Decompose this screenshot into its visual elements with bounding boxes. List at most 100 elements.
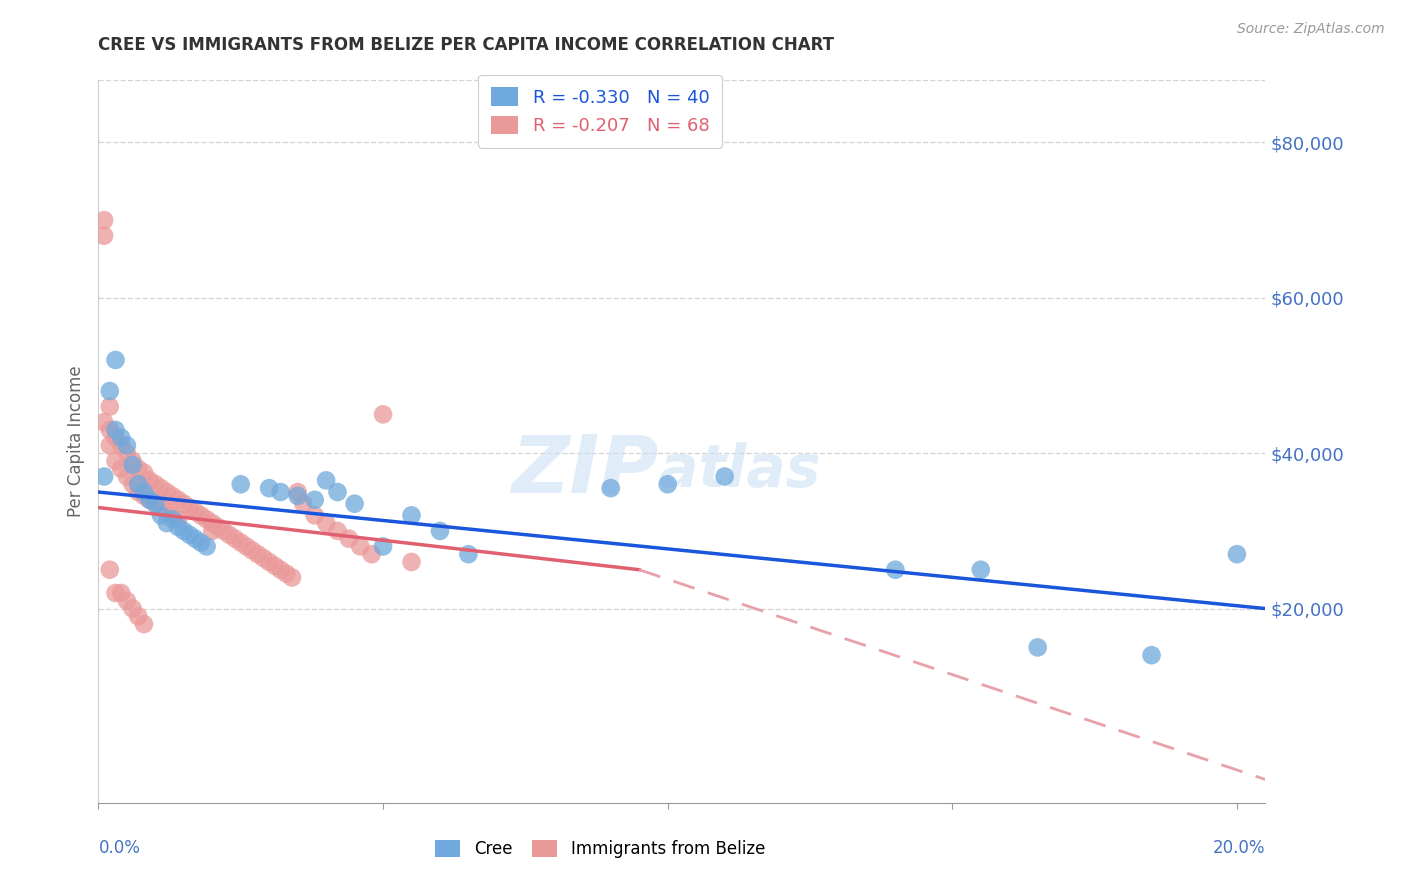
Point	[315, 516, 337, 530]
Point	[240, 543, 263, 558]
Point	[121, 454, 143, 468]
Point	[184, 532, 207, 546]
Point	[401, 508, 423, 523]
Point	[326, 524, 349, 538]
Point	[127, 609, 149, 624]
Point	[246, 547, 269, 561]
Point	[201, 516, 224, 530]
Point	[287, 489, 309, 503]
Point	[143, 477, 166, 491]
Point	[326, 485, 349, 500]
Point	[1026, 640, 1049, 655]
Point	[287, 485, 309, 500]
Point	[276, 566, 298, 581]
Point	[127, 485, 149, 500]
Point	[173, 497, 195, 511]
Point	[143, 497, 166, 511]
Point	[115, 594, 138, 608]
Point	[201, 524, 224, 538]
Point	[167, 520, 190, 534]
Point	[110, 461, 132, 475]
Point	[121, 458, 143, 472]
Point	[371, 408, 394, 422]
Point	[190, 535, 212, 549]
Point	[98, 400, 121, 414]
Point	[190, 508, 212, 523]
Point	[143, 497, 166, 511]
Point	[270, 563, 292, 577]
Point	[167, 492, 190, 507]
Point	[343, 497, 366, 511]
Point	[115, 469, 138, 483]
Point	[195, 512, 218, 526]
Point	[98, 423, 121, 437]
Point	[179, 500, 201, 515]
Point	[127, 477, 149, 491]
Point	[132, 466, 155, 480]
Text: 0.0%: 0.0%	[98, 839, 141, 857]
Point	[184, 504, 207, 518]
Point	[156, 504, 179, 518]
Point	[257, 481, 280, 495]
Point	[970, 563, 993, 577]
Point	[713, 469, 735, 483]
Point	[884, 563, 907, 577]
Point	[207, 520, 229, 534]
Point	[93, 228, 115, 243]
Point	[162, 508, 184, 523]
Point	[264, 558, 287, 573]
Point	[93, 469, 115, 483]
Point	[304, 492, 326, 507]
Point	[457, 547, 479, 561]
Point	[127, 461, 149, 475]
Point	[104, 353, 127, 368]
Point	[371, 540, 394, 554]
Point	[360, 547, 382, 561]
Point	[138, 492, 160, 507]
Point	[657, 477, 679, 491]
Text: atlas: atlas	[658, 442, 820, 499]
Point	[337, 532, 360, 546]
Point	[150, 481, 173, 495]
Point	[224, 532, 246, 546]
Point	[93, 415, 115, 429]
Point	[252, 551, 274, 566]
Point	[1140, 648, 1163, 663]
Point	[104, 431, 127, 445]
Text: Source: ZipAtlas.com: Source: ZipAtlas.com	[1237, 22, 1385, 37]
Point	[349, 540, 371, 554]
Point	[270, 485, 292, 500]
Point	[162, 489, 184, 503]
Point	[229, 477, 252, 491]
Point	[195, 540, 218, 554]
Point	[110, 438, 132, 452]
Text: CREE VS IMMIGRANTS FROM BELIZE PER CAPITA INCOME CORRELATION CHART: CREE VS IMMIGRANTS FROM BELIZE PER CAPIT…	[98, 36, 834, 54]
Point	[132, 485, 155, 500]
Y-axis label: Per Capita Income: Per Capita Income	[67, 366, 86, 517]
Point	[212, 524, 235, 538]
Point	[281, 570, 304, 584]
Point	[93, 213, 115, 227]
Point	[98, 563, 121, 577]
Point	[156, 516, 179, 530]
Point	[150, 508, 173, 523]
Point	[304, 508, 326, 523]
Point	[156, 485, 179, 500]
Text: 20.0%: 20.0%	[1213, 839, 1265, 857]
Point	[235, 540, 257, 554]
Point	[229, 535, 252, 549]
Point	[150, 500, 173, 515]
Point	[429, 524, 451, 538]
Point	[132, 489, 155, 503]
Legend: Cree, Immigrants from Belize: Cree, Immigrants from Belize	[427, 832, 773, 867]
Point	[104, 454, 127, 468]
Point	[104, 586, 127, 600]
Point	[599, 481, 621, 495]
Point	[173, 524, 195, 538]
Point	[401, 555, 423, 569]
Point	[132, 617, 155, 632]
Point	[167, 512, 190, 526]
Point	[138, 492, 160, 507]
Point	[98, 438, 121, 452]
Point	[315, 474, 337, 488]
